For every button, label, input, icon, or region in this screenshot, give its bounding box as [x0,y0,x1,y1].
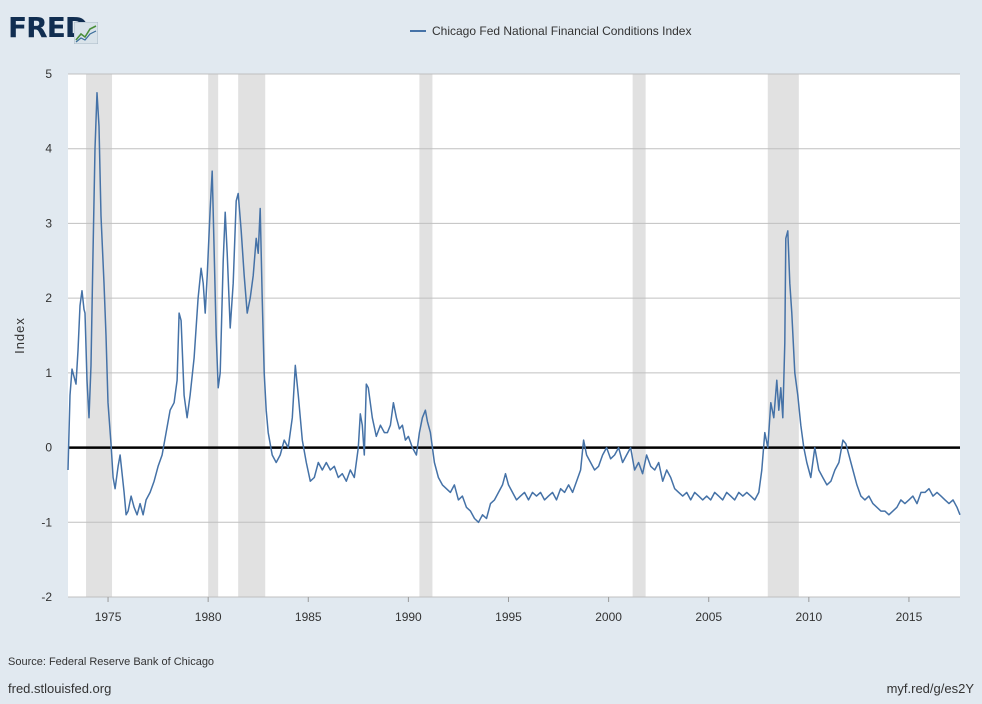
plot-area [68,74,960,597]
y-tick-label: 5 [45,67,52,81]
recession-band [208,74,219,597]
y-tick-label: 1 [45,366,52,380]
y-tick-label: 3 [45,216,52,230]
x-tick-label: 2015 [896,610,923,624]
series-line [67,91,961,524]
recession-band [238,74,266,597]
y-tick-label: 0 [45,441,52,455]
source-note: Source: Federal Reserve Bank of Chicago [8,656,215,668]
y-tick-label: 4 [45,142,52,156]
x-tick-label: 1975 [95,610,122,624]
y-axis-label: Index [12,317,27,354]
x-tick-label: 2010 [795,610,822,624]
fred-graph-icon [74,22,98,44]
x-axis-ticks: 1975 1980 1985 1990 1995 2000 2005 2010 2015 [95,597,923,624]
y-tick-label: 2 [45,291,52,305]
legend-label: Chicago Fed National Financial Condition… [432,24,692,38]
recession-band [767,74,799,597]
x-tick-label: 1985 [295,610,322,624]
x-tick-label: 2000 [595,610,622,624]
recession-band [632,74,646,597]
recession-band [419,74,433,597]
grid-lines [68,73,960,598]
chart-legend: Chicago Fed National Financial Condition… [410,24,691,38]
x-tick-label: 1995 [495,610,522,624]
x-tick-label: 2005 [695,610,722,624]
x-tick-label: 1980 [195,610,222,624]
y-tick-label: -2 [41,590,52,604]
legend-line-swatch [410,30,426,32]
y-axis-ticks: -2 -1 0 1 2 3 4 5 [41,67,52,604]
short-link[interactable]: myf.red/g/es2Y [886,681,974,696]
site-link[interactable]: fred.stlouisfed.org [8,681,112,696]
x-tick-label: 1990 [395,610,422,624]
recession-bands [86,74,799,597]
y-tick-label: -1 [41,515,52,529]
